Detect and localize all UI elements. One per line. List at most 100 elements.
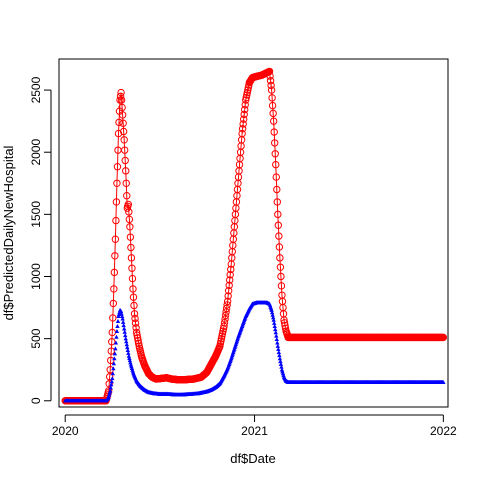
data-point bbox=[113, 179, 121, 187]
data-point bbox=[223, 297, 232, 306]
data-point bbox=[113, 340, 119, 345]
series-1 bbox=[63, 300, 446, 403]
data-point bbox=[129, 293, 138, 301]
data-point bbox=[121, 323, 126, 328]
data-point bbox=[134, 339, 143, 348]
data-point bbox=[133, 334, 142, 342]
data-point bbox=[269, 307, 274, 312]
data-point bbox=[128, 274, 137, 283]
data-point bbox=[275, 343, 281, 348]
data-point bbox=[105, 380, 113, 388]
data-point bbox=[109, 379, 114, 384]
data-point bbox=[110, 285, 118, 293]
data-point bbox=[106, 394, 111, 399]
data-point bbox=[221, 315, 229, 323]
data-point bbox=[272, 173, 280, 181]
plot-frame bbox=[58, 58, 449, 408]
data-point bbox=[115, 319, 121, 324]
data-point bbox=[106, 392, 112, 397]
data-point bbox=[120, 319, 126, 324]
data-point bbox=[110, 371, 115, 376]
data-point bbox=[277, 282, 286, 290]
data-point bbox=[108, 338, 116, 346]
data-point bbox=[275, 243, 284, 251]
data-point bbox=[267, 81, 275, 90]
y-tick-label: 2000 bbox=[29, 139, 43, 166]
data-point bbox=[276, 347, 281, 351]
y-tick-label: 2500 bbox=[29, 76, 43, 103]
data-point bbox=[224, 292, 232, 300]
data-point bbox=[123, 336, 128, 341]
data-point bbox=[278, 359, 283, 364]
data-point bbox=[118, 103, 126, 112]
data-point bbox=[133, 331, 141, 339]
data-point bbox=[127, 356, 132, 360]
data-point bbox=[272, 160, 280, 169]
data-point bbox=[266, 72, 274, 80]
data-point bbox=[107, 390, 112, 395]
data-point bbox=[226, 276, 234, 284]
data-point bbox=[273, 330, 278, 335]
data-point bbox=[117, 88, 125, 97]
data-point bbox=[125, 348, 130, 353]
x-tick-label: 2020 bbox=[52, 424, 79, 438]
y-tick-label: 0 bbox=[29, 397, 43, 404]
y-tick-label: 1000 bbox=[29, 263, 43, 290]
data-point bbox=[115, 324, 120, 328]
data-point bbox=[107, 356, 115, 365]
data-point bbox=[107, 347, 115, 355]
data-point bbox=[277, 272, 285, 281]
data-point bbox=[118, 111, 127, 119]
data-point bbox=[439, 333, 448, 342]
data-point bbox=[441, 379, 446, 384]
data-point bbox=[239, 120, 247, 128]
data-point bbox=[241, 105, 249, 114]
data-point bbox=[269, 117, 278, 125]
y-tick-label: 1500 bbox=[29, 201, 43, 228]
data-point bbox=[227, 265, 235, 274]
data-point bbox=[128, 360, 133, 365]
data-point bbox=[277, 356, 283, 361]
data-point bbox=[119, 127, 128, 136]
data-point bbox=[265, 67, 274, 76]
y-tick-label: 500 bbox=[29, 328, 43, 348]
data-point bbox=[274, 221, 283, 229]
data-point bbox=[123, 192, 131, 200]
data-point bbox=[114, 328, 120, 333]
data-point bbox=[108, 385, 113, 390]
data-point bbox=[120, 136, 128, 144]
data-point bbox=[239, 115, 248, 123]
data-point bbox=[125, 345, 130, 350]
data-point bbox=[275, 232, 283, 240]
data-point bbox=[220, 322, 228, 330]
data-point bbox=[111, 235, 120, 243]
data-point bbox=[111, 252, 119, 260]
data-point bbox=[130, 301, 138, 310]
data-point bbox=[108, 388, 113, 393]
data-point bbox=[279, 364, 284, 369]
data-point bbox=[274, 337, 279, 342]
data-point bbox=[221, 311, 230, 320]
data-point bbox=[130, 310, 139, 318]
data-point bbox=[272, 324, 277, 328]
data-point bbox=[122, 167, 130, 175]
data-point bbox=[124, 200, 133, 209]
data-point bbox=[119, 119, 127, 127]
data-point bbox=[266, 77, 275, 85]
data-point bbox=[122, 179, 130, 187]
data-point bbox=[273, 185, 281, 194]
data-point bbox=[270, 315, 276, 320]
data-point bbox=[126, 233, 135, 241]
data-point bbox=[276, 254, 284, 262]
data-point bbox=[270, 312, 275, 317]
x-tick-label: 2022 bbox=[430, 424, 457, 438]
data-point bbox=[134, 336, 142, 345]
data-point bbox=[111, 361, 117, 366]
data-point bbox=[111, 366, 116, 371]
data-point bbox=[126, 223, 134, 231]
data-point bbox=[120, 316, 125, 321]
data-point bbox=[113, 163, 122, 171]
data-point bbox=[112, 216, 120, 225]
data-point bbox=[224, 287, 233, 295]
